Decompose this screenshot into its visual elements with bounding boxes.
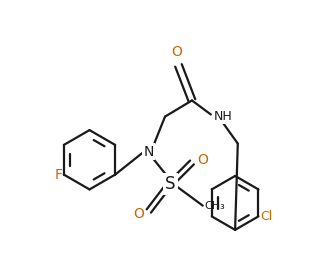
Text: CH₃: CH₃ [204,201,225,211]
Text: F: F [54,167,62,182]
Text: O: O [133,207,144,221]
Text: O: O [197,153,208,167]
Text: Cl: Cl [261,210,273,223]
Text: N: N [144,145,154,159]
Text: S: S [165,175,176,193]
Text: O: O [171,45,182,59]
Text: NH: NH [214,110,232,123]
